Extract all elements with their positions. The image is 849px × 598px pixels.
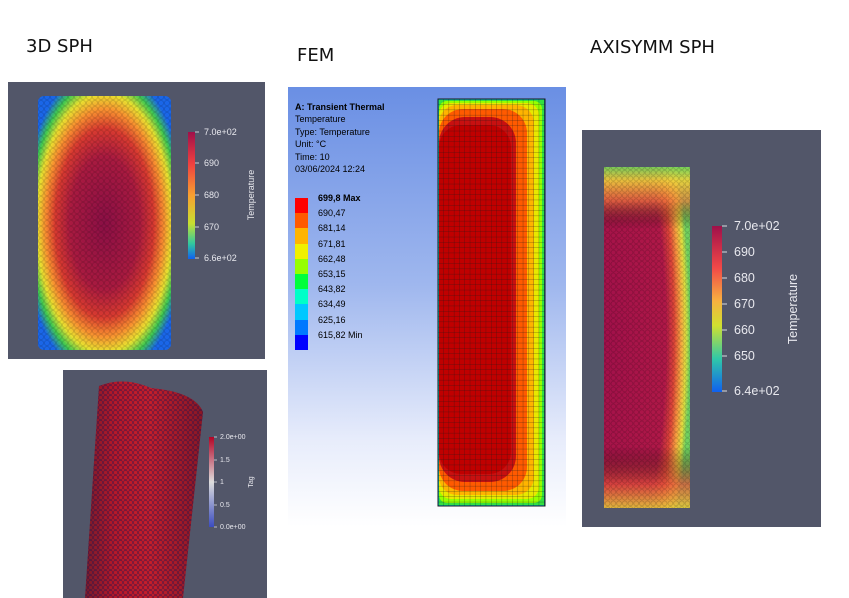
legend-swatch	[295, 334, 308, 350]
fem-temperature-field	[437, 98, 546, 507]
legend-swatch	[295, 304, 308, 320]
axisymm-tick-label: 650	[734, 349, 755, 363]
sph3d-tag-cylinder	[85, 381, 203, 598]
axisymm-tick-label: 6.4e+02	[734, 384, 780, 398]
legend-swatch	[295, 213, 308, 229]
fem-time: Time: 10	[295, 151, 330, 162]
tag-colorbar-title: Tag	[248, 476, 255, 487]
sph3d-tag-colorbar: 2.0e+00 1.5 1 0.5 0.0e+00 Tag	[209, 434, 255, 531]
legend-label: 690,47	[318, 208, 346, 219]
axisymm-colorbar: 7.0e+02 690 680 670 660 650 6.4e+02 Temp…	[712, 219, 800, 398]
axisymm-panel: 7.0e+02 690 680 670 660 650 6.4e+02 Temp…	[582, 130, 821, 527]
legend-label: 634,49	[318, 299, 346, 310]
sph3d-temperature-plot: 7.0e+02 690 680 670 6.6e+02 Temperature	[38, 96, 256, 350]
tag-tick-label: 2.0e+00	[220, 434, 246, 441]
fem-unit: Unit: °C	[295, 139, 327, 150]
sph3d-particle-block	[38, 96, 171, 350]
fem-mesh-plot	[437, 98, 546, 507]
legend-swatch	[295, 228, 308, 244]
sph3d-colorbar: 7.0e+02 690 680 670 6.6e+02 Temperature	[188, 127, 256, 263]
axisymm-tick-label: 670	[734, 297, 755, 311]
legend-label: 681,14	[318, 223, 346, 234]
sph3d-tick-label: 6.6e+02	[204, 253, 237, 263]
sph3d-colorbar-gradient	[188, 132, 195, 259]
tag-tick-label: 0.5	[220, 502, 230, 509]
sph3d-tick-label: 670	[204, 222, 219, 232]
legend-label: 671,81	[318, 238, 346, 249]
legend-swatch	[295, 289, 308, 305]
axisymm-colorbar-gradient	[712, 226, 722, 392]
sph3d-tag-plot: 2.0e+00 1.5 1 0.5 0.0e+00 Tag	[85, 381, 255, 598]
sph3d-colorbar-title: Temperature	[246, 170, 256, 221]
legend-label: 625,16	[318, 314, 346, 325]
axisymm-tick-label: 7.0e+02	[734, 219, 780, 233]
title-axisymm-sph: AXISYMM SPH	[590, 37, 715, 58]
fem-result-name: Temperature	[295, 114, 346, 125]
axisymm-tick-label: 660	[734, 323, 755, 337]
legend-label: 653,15	[318, 268, 346, 279]
title-fem: FEM	[297, 45, 335, 66]
legend-swatch	[295, 243, 308, 259]
tag-tick-label: 0.0e+00	[220, 524, 246, 531]
axisymm-colorbar-title: Temperature	[786, 274, 800, 344]
fem-info-block: A: Transient Thermal Temperature Type: T…	[295, 101, 385, 175]
sph3d-tick-label: 7.0e+02	[204, 127, 237, 137]
legend-label: 643,82	[318, 284, 346, 295]
axisymm-tick-label: 690	[734, 245, 755, 259]
legend-swatch	[295, 319, 308, 335]
sph3d-temperature-panel: 7.0e+02 690 680 670 6.6e+02 Temperature	[8, 82, 265, 359]
fem-analysis-title: A: Transient Thermal	[295, 102, 385, 112]
sph3d-tick-label: 680	[204, 190, 219, 200]
title-3d-sph: 3D SPH	[26, 36, 93, 57]
legend-label: 699,8 Max	[318, 193, 361, 203]
sph3d-tag-panel: 2.0e+00 1.5 1 0.5 0.0e+00 Tag	[63, 370, 267, 598]
fem-panel: A: Transient Thermal Temperature Type: T…	[288, 87, 566, 527]
legend-swatch	[295, 198, 308, 214]
axisymm-tick-label: 680	[734, 271, 755, 285]
axisymm-particle-block	[604, 167, 690, 508]
axisymm-plot: 7.0e+02 690 680 670 660 650 6.4e+02 Temp…	[604, 167, 800, 508]
tag-tick-label: 1	[220, 479, 224, 486]
fem-mesh-grid	[438, 99, 545, 506]
legend-label: 615,82 Min	[318, 329, 363, 340]
fem-date: 03/06/2024 12:24	[295, 164, 366, 175]
fem-result-type: Type: Temperature	[295, 126, 370, 137]
legend-label: 662,48	[318, 253, 346, 264]
legend-swatch	[295, 273, 308, 290]
sph3d-tick-label: 690	[204, 158, 219, 168]
legend-swatch	[295, 258, 308, 274]
tag-tick-label: 1.5	[220, 457, 230, 464]
tag-colorbar-gradient	[209, 437, 214, 527]
